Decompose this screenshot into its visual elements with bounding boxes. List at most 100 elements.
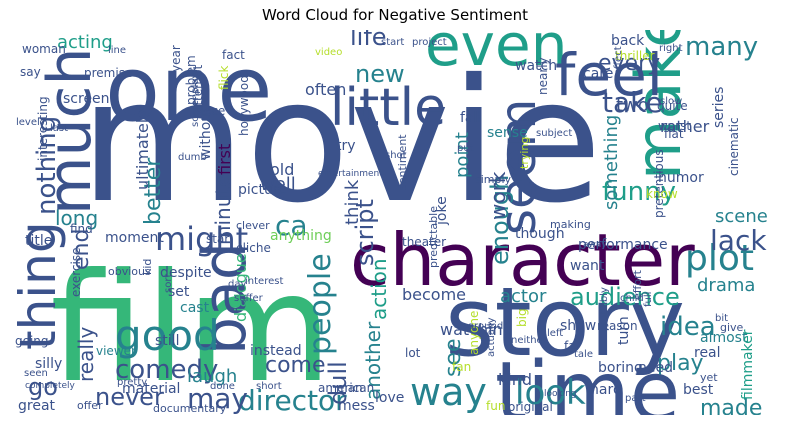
cloud-word-big: big bbox=[515, 308, 529, 327]
cloud-word-offer: offer bbox=[77, 399, 103, 412]
cloud-word-shot: shot bbox=[385, 150, 407, 161]
cloud-word-love: love bbox=[375, 390, 404, 406]
cloud-word-premise: premise bbox=[84, 66, 132, 80]
cloud-word-watching: watching bbox=[440, 320, 513, 339]
cloud-word-ca: ca bbox=[275, 209, 308, 242]
cloud-word-best: best bbox=[683, 382, 714, 398]
cloud-word-exercise: exercise bbox=[69, 247, 83, 297]
cloud-word-many: many bbox=[685, 32, 758, 62]
cloud-word-become: become bbox=[402, 285, 466, 304]
cloud-word-might: might bbox=[155, 220, 248, 258]
cloud-word-flat: flat bbox=[664, 127, 684, 141]
cloud-word-neither: neither bbox=[511, 335, 548, 346]
cloud-word-interesting: interesting bbox=[36, 96, 50, 161]
cloud-word-reason: reason bbox=[597, 319, 638, 333]
cloud-word-character: character bbox=[350, 218, 695, 302]
cloud-word-find: find bbox=[70, 222, 93, 236]
cloud-word-slow: slow bbox=[660, 96, 682, 107]
cloud-word-great: great bbox=[18, 398, 56, 414]
cloud-word-dialogue: dialogue bbox=[231, 253, 250, 322]
cloud-word-little: little bbox=[330, 78, 446, 138]
cloud-word-enough: enough bbox=[486, 175, 514, 265]
cloud-word-going: going bbox=[15, 334, 49, 348]
cloud-word-hollywood: hollywood bbox=[237, 75, 251, 136]
cloud-word-good: good bbox=[115, 311, 220, 360]
cloud-word-far: far bbox=[564, 339, 581, 353]
cloud-word-boring: boring bbox=[598, 360, 643, 376]
cloud-word-know: know bbox=[646, 187, 678, 201]
cloud-word-try: try bbox=[336, 138, 356, 154]
cloud-word-care: care bbox=[583, 66, 613, 82]
cloud-word-american: american bbox=[318, 381, 374, 395]
cloud-word-play: play bbox=[657, 351, 704, 376]
cloud-word-often: often bbox=[305, 80, 346, 99]
cloud-word-first: first bbox=[215, 144, 234, 175]
cloud-word-child: child bbox=[620, 293, 644, 304]
cloud-word-performance: performance bbox=[578, 237, 668, 253]
cloud-word-lack: lack bbox=[710, 224, 767, 257]
cloud-word-two: two bbox=[616, 95, 649, 116]
cloud-word-left: left bbox=[547, 328, 563, 339]
cloud-word-original: original bbox=[508, 400, 553, 414]
cloud-word-subject: subject bbox=[536, 128, 572, 139]
cloud-word-give: give bbox=[720, 321, 744, 334]
cloud-word-suffer: suffer bbox=[234, 293, 264, 304]
cloud-word-need: need bbox=[638, 360, 673, 376]
cloud-word-probably: probably bbox=[599, 287, 610, 331]
cloud-word-watch: watch bbox=[515, 58, 557, 74]
cloud-word-screenplay: screenplay bbox=[190, 73, 201, 127]
cloud-word-interest: interest bbox=[245, 276, 283, 287]
cloud-word-trying: trying bbox=[518, 137, 531, 169]
cloud-word-story: story bbox=[445, 268, 685, 378]
cloud-word-predictable: predictable bbox=[427, 206, 440, 268]
cloud-word-actor: actor bbox=[500, 286, 547, 307]
cloud-word-anything: anything bbox=[270, 228, 332, 244]
cloud-word-joke: joke bbox=[434, 196, 450, 226]
cloud-word-something: something bbox=[601, 115, 622, 210]
cloud-word-hard: hard bbox=[590, 382, 622, 398]
cloud-word-piece: piece bbox=[193, 104, 225, 118]
cloud-word-part: part bbox=[625, 393, 646, 404]
cloud-word-picture: picture bbox=[238, 182, 287, 198]
cloud-word-drama: drama bbox=[697, 275, 755, 296]
cloud-word-still: still bbox=[155, 333, 179, 349]
cloud-word-humor: humor bbox=[658, 170, 704, 186]
cloud-word-set: set bbox=[168, 284, 190, 300]
cloud-word-project: project bbox=[412, 37, 447, 48]
cloud-word-thriller: thriller bbox=[615, 49, 655, 63]
cloud-word-nothing: nothing bbox=[32, 116, 62, 215]
cloud-word-comedy: comedy bbox=[115, 355, 218, 385]
chart-title: Word Cloud for Negative Sentiment bbox=[262, 6, 528, 24]
cloud-word-director: director bbox=[238, 384, 347, 415]
cloud-word-pretentious: pretentious bbox=[652, 149, 666, 218]
cloud-word-clever: clever bbox=[236, 219, 270, 232]
cloud-word-moment: moment bbox=[105, 230, 164, 246]
cloud-word-want: want bbox=[570, 258, 605, 274]
cloud-word-fun: fun bbox=[486, 399, 505, 413]
cloud-word-come: come bbox=[265, 353, 326, 378]
cloud-word-attempt: attempt bbox=[191, 65, 205, 113]
cloud-word-around: around bbox=[468, 321, 503, 332]
cloud-word-thing: thing bbox=[12, 221, 67, 350]
cloud-word-take: take bbox=[602, 86, 663, 119]
cloud-word-fan: fan bbox=[452, 360, 471, 374]
cloud-word-movie: movie bbox=[80, 43, 602, 241]
cloud-word-fact: fact bbox=[222, 48, 245, 62]
cloud-word-viewer: viewer bbox=[96, 344, 136, 358]
cloud-word-tale: tale bbox=[574, 349, 593, 360]
cloud-word-film: film bbox=[50, 242, 332, 415]
cloud-word-people: people bbox=[303, 253, 338, 355]
cloud-word-material: material bbox=[122, 381, 180, 397]
cloud-word-dull: dull bbox=[324, 361, 352, 405]
cloud-word-life: life bbox=[350, 30, 387, 51]
cloud-word-bad: bad bbox=[190, 242, 260, 355]
cloud-word-instead: instead bbox=[250, 343, 302, 359]
cloud-word-back: back bbox=[611, 33, 645, 49]
cloud-word-better: better bbox=[141, 157, 166, 225]
cloud-word-completely: completely bbox=[25, 381, 76, 391]
cloud-word-fall: fall bbox=[460, 110, 481, 126]
cloud-word-see: see bbox=[441, 338, 466, 377]
cloud-word-sentiment: sentiment bbox=[396, 134, 409, 190]
cloud-word-cast: cast bbox=[180, 300, 210, 316]
cloud-word-script: script bbox=[351, 199, 379, 266]
